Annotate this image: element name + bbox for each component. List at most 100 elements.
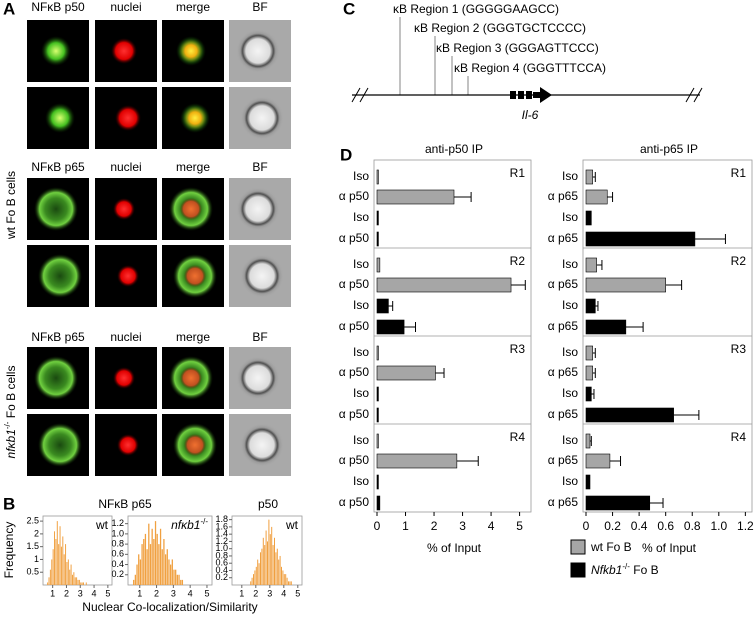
histogram-bar [156,533,158,585]
category-label: Iso [562,386,578,400]
category-label: Iso [353,474,369,488]
histogram-bar [148,523,150,585]
y-tick-label: 1.2 [215,536,228,546]
category-label: Iso [353,210,369,224]
category-label: α p65 [548,319,579,333]
column-header: merge [176,160,210,174]
histogram-bar [180,579,182,585]
category-label: Iso [562,433,578,447]
bf-cell [236,356,280,400]
exon-box [518,91,524,99]
category-label: α p65 [548,365,579,379]
histogram-bar [265,530,267,585]
annotation: wt [95,518,109,532]
side-label: wt Fo B cells [4,171,18,240]
bar [585,433,591,449]
panel-letter: D [340,145,352,164]
bar [376,231,379,247]
y-tick-label: 1.0 [111,528,124,538]
histogram-bar [282,570,284,585]
x-tick-label: 1 [137,588,142,598]
x-tick-label: 1 [402,519,409,533]
histogram-bar [76,577,78,585]
x-tick-label: 1.0 [710,519,727,533]
histogram-bar [85,582,87,585]
category-label: α p50 [339,189,370,203]
column-header: nuclei [110,330,141,344]
legend-label: wt Fo B [590,540,632,554]
y-tick-label: 0.2 [215,572,228,582]
bar [376,210,379,226]
x-tick-label: 0.6 [657,519,674,533]
region-label: R4 [731,430,747,444]
chart-title: anti-p50 IP [425,142,483,156]
merge-overlap [184,265,206,287]
bar [585,407,674,423]
bf-cell [240,96,284,140]
region-label: R2 [731,254,747,268]
break-mark [685,87,695,103]
group-title: p50 [258,497,278,511]
histogram-bar [158,544,160,585]
category-label: Iso [562,257,578,271]
category-label: Iso [562,298,578,312]
merge-overlap [179,39,203,63]
x-tick-label: 0 [583,519,590,533]
histogram-bar [74,577,76,585]
y-tick-label: 0.8 [215,550,228,560]
category-label: Iso [353,433,369,447]
histogram-bar [253,574,254,585]
category-label: Iso [562,169,578,183]
bar [376,474,379,490]
category-label: α p65 [548,407,579,421]
x-axis-label: Nuclear Co-localization/Similarity [82,600,257,614]
category-label: α p50 [339,319,370,333]
histogram-bar [283,574,285,585]
panel-letter: A [3,0,15,18]
bar [585,495,651,511]
x-tick-label: 0.8 [684,519,701,533]
category-label: Iso [353,298,369,312]
histogram-bar [289,581,291,585]
annotation: nfκb1-/- [171,517,208,533]
category-label: α p65 [548,277,579,291]
histogram-bar [250,581,252,585]
region-label: R1 [510,166,526,180]
histogram-bar [261,548,263,585]
break-mark [693,87,703,103]
column-header: merge [176,0,210,14]
x-tick-label: 5 [204,588,209,598]
histogram-bar [60,546,62,585]
column-header: BF [252,0,267,14]
x-tick-label: 5 [105,588,110,598]
histogram-bar [271,526,273,585]
bar [376,386,379,402]
column-header: merge [176,330,210,344]
histogram-bar [173,569,175,585]
italic-part: nfκb1 [4,429,18,458]
bar [376,257,381,273]
histogram-bar [171,559,173,585]
nucleus [117,434,139,456]
category-label: Iso [353,257,369,271]
y-tick-label: 1.4 [215,529,228,539]
histogram-bar [275,552,277,585]
histogram-bar [154,521,157,585]
bf-cell [240,254,284,298]
histogram-bar [269,534,271,585]
histogram-bar [178,574,180,585]
category-label: α p50 [339,365,370,379]
bar [585,257,597,273]
histogram-bar [278,559,280,585]
y-tick-label: 1.6 [215,521,228,531]
region-label: κB Region 4 (GGGTTTCCA) [454,61,606,75]
column-header: NFκB p65 [31,330,85,344]
y-axis-label: Frequency [2,522,16,579]
category-label: α p50 [339,407,370,421]
bar [585,453,611,469]
x-tick-label: 2 [253,588,258,598]
histogram-bar [54,531,56,585]
histogram-bar [77,579,79,585]
histogram-bar [139,559,142,585]
